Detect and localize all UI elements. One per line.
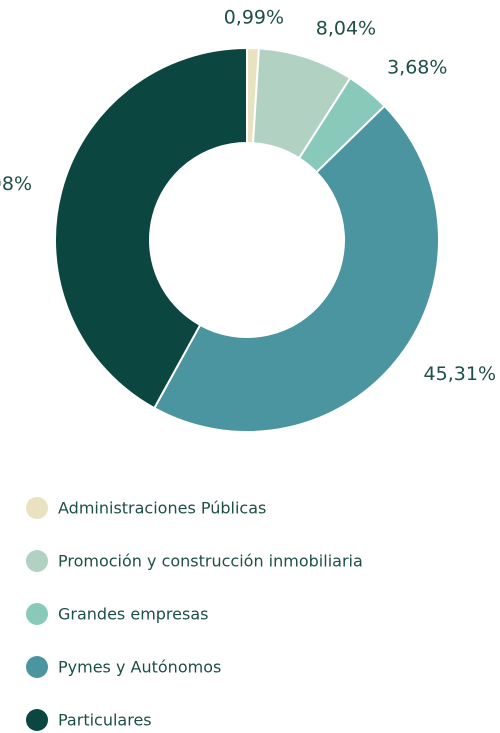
legend-swatch: [26, 603, 48, 625]
slice-label: 8,04%: [316, 17, 376, 39]
legend-label: Administraciones Públicas: [58, 499, 266, 518]
donut-slice: [152, 104, 440, 433]
legend-label: Pymes y Autónomos: [58, 658, 221, 677]
legend-label: Particulares: [58, 711, 152, 730]
legend-swatch: [26, 550, 48, 572]
slice-label: 41,98%: [0, 173, 32, 195]
legend-label: Promoción y construcción inmobiliaria: [58, 552, 363, 571]
donut-slice: [54, 46, 248, 410]
slice-label: 3,68%: [387, 56, 447, 78]
slice-label: 0,99%: [224, 7, 284, 29]
legend-label: Grandes empresas: [58, 605, 208, 624]
legend-swatch: [26, 656, 48, 678]
legend-swatch: [26, 497, 48, 519]
legend-swatch: [26, 709, 48, 731]
slice-label: 45,31%: [424, 363, 496, 385]
